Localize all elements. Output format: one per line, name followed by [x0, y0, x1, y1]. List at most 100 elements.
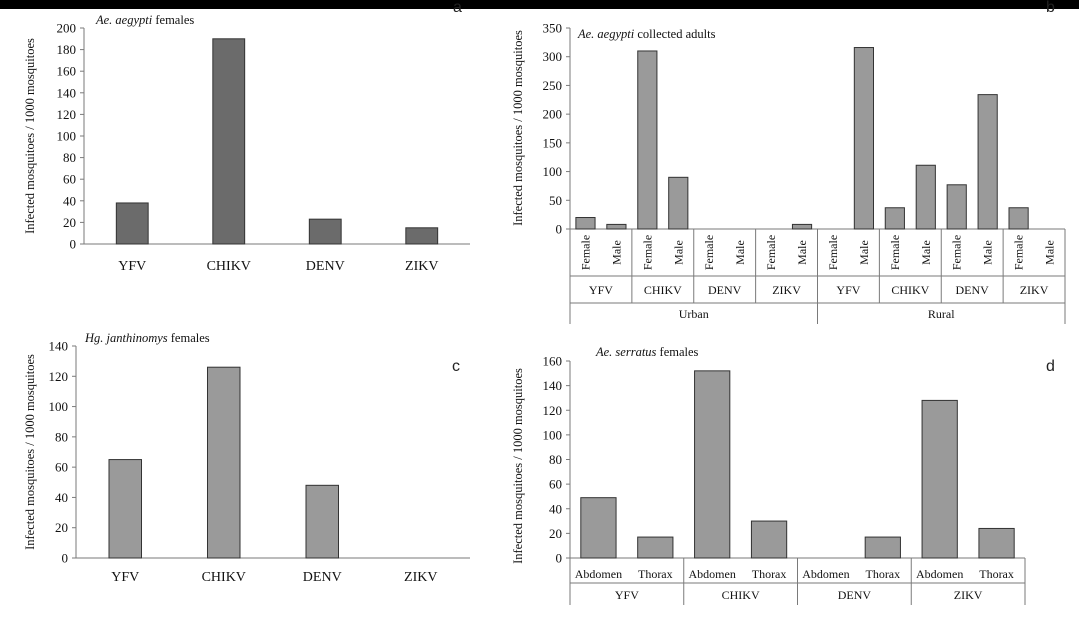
- bar: [946, 184, 967, 230]
- chart-title-suffix: females: [168, 331, 210, 345]
- y-tick-label: 160: [57, 64, 77, 79]
- x-sublabel: Male: [981, 240, 995, 265]
- bar: [575, 217, 596, 230]
- x-sublabel: Female: [888, 235, 902, 270]
- y-tick-label: 140: [49, 339, 69, 354]
- y-axis-label: Infected mosquitoes / 1000 mosquitoes: [511, 368, 525, 564]
- y-tick-label: 200: [543, 107, 563, 122]
- bar: [580, 497, 617, 559]
- bar: [694, 370, 731, 559]
- y-tick-label: 300: [543, 49, 563, 64]
- x-sublabel: Thorax: [865, 567, 900, 581]
- bar-denv: [305, 484, 340, 559]
- y-tick-label: 160: [543, 354, 563, 369]
- x-sublabel: Female: [950, 235, 964, 270]
- group-label: YFV: [589, 283, 613, 297]
- group-label: ZIKV: [1020, 283, 1049, 297]
- y-tick-label: 60: [549, 477, 562, 492]
- chart-title-species: Ae. aegypti: [95, 13, 153, 27]
- group-label: YFV: [615, 588, 639, 602]
- bar: [606, 223, 627, 230]
- bar: [978, 527, 1015, 559]
- bar: [668, 176, 689, 230]
- chart-title-species: Hg. janthinomys: [84, 331, 168, 345]
- chart-panel-c: Hg. janthinomys females c Infected mosquit…: [23, 331, 470, 585]
- x-sublabel: Male: [733, 240, 747, 265]
- panel-letter: c: [452, 358, 460, 375]
- x-sublabel: Male: [919, 240, 933, 265]
- group-label: ZIKV: [772, 283, 801, 297]
- bar: [884, 207, 905, 230]
- bar-yfv: [108, 459, 143, 559]
- x-sublabel: Female: [1012, 235, 1026, 270]
- x-tick-label: ZIKV: [405, 259, 438, 274]
- group-label: CHIKV: [722, 588, 760, 602]
- group-label: ZIKV: [954, 588, 983, 602]
- y-tick-label: 80: [63, 150, 76, 165]
- x-sublabel: Female: [826, 235, 840, 270]
- x-tick-label: CHIKV: [207, 259, 251, 274]
- y-tick-label: 60: [63, 172, 76, 187]
- x-sublabel: Male: [671, 240, 685, 265]
- bar: [915, 164, 936, 230]
- y-tick-label: 40: [549, 501, 562, 516]
- chart-panel-d: Ae. serratus females d Infected mosquitoes…: [511, 345, 1055, 605]
- y-tick-label: 120: [57, 107, 77, 122]
- y-tick-label: 100: [543, 427, 563, 442]
- y-tick-label: 0: [556, 551, 563, 566]
- y-tick-label: 100: [543, 164, 563, 179]
- bar: [637, 536, 674, 559]
- bar: [921, 399, 958, 559]
- x-tick-label: CHIKV: [202, 570, 246, 585]
- y-tick-label: 200: [57, 21, 77, 36]
- chart-title-species: Ae. aegypti: [577, 27, 635, 41]
- bar-chikv: [206, 366, 241, 559]
- y-tick-label: 150: [543, 135, 563, 150]
- y-axis-label: Infected mosquitoes / 1000 mosquitoes: [23, 38, 37, 234]
- y-tick-label: 140: [57, 85, 77, 100]
- y-tick-label: 250: [543, 78, 563, 93]
- chart-title-species: Ae. serratus: [595, 345, 657, 359]
- y-tick-label: 60: [55, 460, 68, 475]
- y-tick-label: 120: [543, 403, 563, 418]
- chart-panel-a: Ae. aegypti females a Infected mosquitoes …: [23, 0, 470, 274]
- group-label: YFV: [836, 283, 860, 297]
- x-tick-label: ZIKV: [404, 570, 437, 585]
- chart-panel-b: Ae. aegypti collected adults b Infected mo…: [511, 0, 1066, 324]
- group-label: DENV: [956, 283, 990, 297]
- chart-title-suffix: females: [656, 345, 698, 359]
- y-tick-label: 20: [55, 520, 68, 535]
- y-tick-label: 80: [55, 429, 68, 444]
- x-sublabel: Thorax: [752, 567, 787, 581]
- x-sublabel: Thorax: [979, 567, 1014, 581]
- x-tick-label: YFV: [111, 570, 139, 585]
- supergroup-label: Urban: [679, 307, 709, 321]
- y-axis-label: Infected mosquitoes / 1000 mosquitoes: [511, 30, 525, 226]
- x-tick-label: DENV: [303, 570, 342, 585]
- group-label: DENV: [838, 588, 872, 602]
- y-tick-label: 20: [549, 526, 562, 541]
- panel-letter: a: [453, 0, 462, 16]
- bar: [791, 223, 813, 230]
- y-axis-label: Infected mosquitoes / 1000 mosquitoes: [23, 354, 37, 550]
- bar-denv: [308, 218, 342, 245]
- bar: [1008, 207, 1029, 230]
- chart-title: Ae. serratus females: [595, 345, 699, 359]
- y-tick-label: 80: [549, 452, 562, 467]
- y-tick-label: 100: [49, 399, 69, 414]
- y-tick-label: 50: [549, 193, 562, 208]
- y-tick-label: 40: [55, 490, 68, 505]
- bar: [853, 47, 874, 230]
- y-tick-label: 0: [70, 237, 77, 252]
- bar-zikv: [405, 227, 439, 245]
- x-sublabel: Female: [764, 235, 778, 270]
- x-sublabel: Abdomen: [575, 567, 622, 581]
- bar-chikv: [212, 38, 246, 245]
- bar: [750, 520, 788, 559]
- y-tick-label: 0: [556, 222, 563, 237]
- x-sublabel: Male: [857, 240, 871, 265]
- bar: [977, 94, 998, 230]
- group-label: DENV: [708, 283, 742, 297]
- panel-letter: d: [1046, 358, 1055, 375]
